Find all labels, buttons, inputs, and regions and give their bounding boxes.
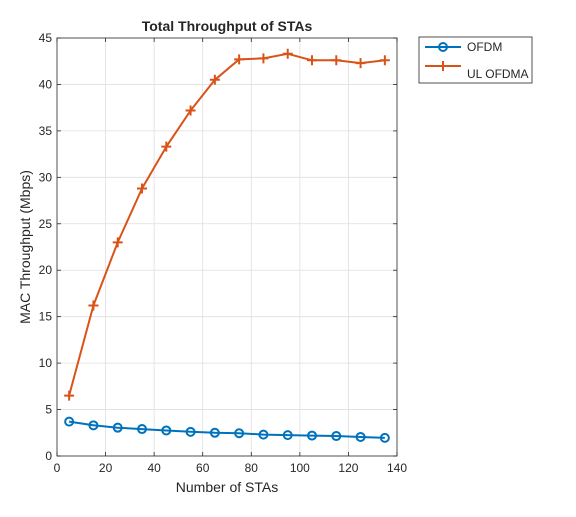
data-point-ofdm — [88, 420, 99, 431]
data-point-ofdm — [258, 429, 269, 440]
x-tick-label: 80 — [245, 461, 259, 475]
y-tick-label: 0 — [45, 449, 52, 463]
y-tick-label: 35 — [39, 124, 53, 138]
grid-lines — [57, 38, 397, 456]
legend-marker-ul-ofdma — [438, 61, 448, 71]
y-tick-label: 15 — [39, 310, 53, 324]
plot-frame — [56, 37, 398, 457]
data-point-ul-ofdma — [307, 55, 317, 66]
x-tick-label: 0 — [54, 461, 61, 475]
x-tick-label: 40 — [147, 461, 161, 475]
y-tick-label: 40 — [39, 77, 53, 91]
x-tick-label: 140 — [387, 461, 407, 475]
data-point-ofdm — [307, 430, 317, 441]
data-point-ul-ofdma — [234, 54, 245, 65]
x-tick-label: 60 — [196, 461, 210, 475]
y-tick-label: 5 — [45, 403, 52, 417]
data-point-ofdm — [112, 422, 123, 433]
data-point-ul-ofdma — [282, 48, 293, 59]
legend: OFDM UL OFDMA — [418, 36, 533, 84]
legend-label-ul-ofdma: UL OFDMA — [467, 67, 529, 81]
data-point-ul-ofdma — [185, 105, 196, 116]
y-tick-label: 10 — [39, 356, 53, 370]
data-point-ofdm — [64, 416, 75, 427]
x-tick-label: 120 — [338, 461, 358, 475]
data-point-ul-ofdma — [64, 390, 75, 401]
data-point-ofdm — [161, 425, 172, 436]
data-point-ofdm — [379, 432, 390, 443]
data-point-ul-ofdma — [355, 58, 366, 69]
data-point-ul-ofdma — [112, 237, 123, 248]
legend-box — [418, 36, 533, 84]
data-point-ul-ofdma — [331, 55, 342, 66]
data-series — [64, 48, 390, 443]
y-axis-label: MAC Throughput (Mbps) — [17, 170, 33, 324]
data-point-ofdm — [234, 428, 245, 439]
y-tick-label: 45 — [39, 31, 53, 45]
data-point-ofdm — [209, 427, 220, 438]
chart-title: Total Throughput of STAs — [142, 18, 313, 34]
data-point-ul-ofdma — [209, 74, 220, 85]
data-point-ofdm — [355, 431, 366, 442]
y-tick-label: 20 — [39, 263, 53, 277]
data-point-ul-ofdma — [137, 183, 147, 194]
plot-area — [57, 38, 397, 456]
y-tick-label: 25 — [39, 217, 53, 231]
data-point-ul-ofdma — [258, 53, 269, 64]
axis-ticks: 0 20 40 60 80 100 120 140 0 5 10 15 20 25 30 35 40 45 — [39, 31, 408, 475]
data-point-ofdm — [282, 430, 293, 441]
x-tick-label: 100 — [290, 461, 310, 475]
data-point-ofdm — [185, 426, 196, 437]
legend-label-ofdm: OFDM — [467, 40, 502, 54]
y-tick-label: 30 — [39, 170, 53, 184]
data-point-ul-ofdma — [161, 141, 172, 152]
x-tick-label: 20 — [99, 461, 113, 475]
data-point-ul-ofdma — [88, 300, 99, 311]
x-axis-label: Number of STAs — [176, 479, 278, 495]
legend-marker-ofdm — [438, 42, 448, 52]
data-point-ofdm — [331, 431, 342, 442]
data-point-ofdm — [137, 424, 147, 435]
data-point-ul-ofdma — [379, 55, 390, 66]
